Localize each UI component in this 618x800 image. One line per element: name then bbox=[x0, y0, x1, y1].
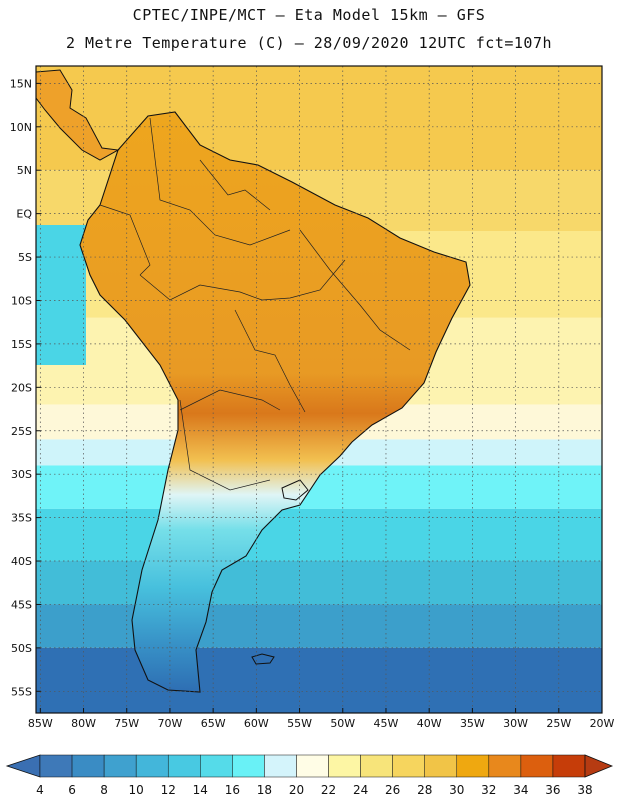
lat-tick-label: 5N bbox=[17, 164, 32, 177]
lat-tick-label: 15N bbox=[10, 77, 32, 90]
colorbar-label: 10 bbox=[129, 783, 144, 797]
lon-tick-label: 80W bbox=[71, 717, 96, 730]
colorbar-swatch-7 bbox=[264, 754, 297, 778]
colorbar-label: 28 bbox=[417, 783, 432, 797]
lat-tick-label: 20S bbox=[11, 381, 32, 394]
central-america-landmass bbox=[36, 69, 120, 161]
lat-tick-label: 35S bbox=[11, 512, 32, 525]
lon-tick-label: 25W bbox=[546, 717, 571, 730]
lon-tick-label: 20W bbox=[590, 717, 615, 730]
colorbar-label: 4 bbox=[36, 783, 44, 797]
colorbar-label: 6 bbox=[68, 783, 76, 797]
lat-tick-label: 30S bbox=[11, 468, 32, 481]
lat-lon-gridlines bbox=[36, 66, 603, 713]
map-plot-area bbox=[36, 66, 602, 713]
lon-tick-label: 35W bbox=[460, 717, 485, 730]
colorbar-swatch-13 bbox=[456, 754, 490, 778]
colorbar-label: 16 bbox=[225, 783, 240, 797]
lat-tick-label: EQ bbox=[16, 208, 32, 221]
lagoa-dos-patos-outline bbox=[281, 479, 309, 501]
lon-tick-label: 65W bbox=[201, 717, 226, 730]
map-title: CPTEC/INPE/MCT – Eta Model 15km – GFS bbox=[132, 6, 486, 24]
lat-tick-label: 10S bbox=[11, 294, 32, 307]
lat-tick-label: 55S bbox=[11, 685, 32, 698]
latitude-tick-labels: 15N 10N 5N EQ 5S 10S 15S 20S 25S 30S 35S 40S 45S 50S 5… bbox=[10, 77, 33, 698]
colorbar-swatch-12 bbox=[424, 754, 458, 778]
colorbar-label: 26 bbox=[385, 783, 400, 797]
pacific-cool-tongue bbox=[36, 225, 86, 365]
colorbar-low-arrow bbox=[5, 754, 41, 778]
colorbar-swatch-8 bbox=[296, 754, 329, 778]
lon-tick-label: 75W bbox=[114, 717, 139, 730]
ocean-band-9 bbox=[36, 604, 602, 648]
colorbar-swatch-9 bbox=[328, 754, 361, 778]
colorbar-swatch-5 bbox=[200, 754, 233, 778]
colorbar-swatch-16 bbox=[552, 754, 586, 778]
colorbar-swatch-14 bbox=[488, 754, 522, 778]
colorbar-swatch-4 bbox=[167, 754, 201, 778]
colorbar-label: 36 bbox=[545, 783, 560, 797]
lon-tick-label: 70W bbox=[158, 717, 183, 730]
lat-tick-label: 15S bbox=[11, 338, 32, 351]
lon-tick-label: 45W bbox=[374, 717, 399, 730]
lon-tick-label: 55W bbox=[287, 717, 312, 730]
ocean-band-10 bbox=[36, 647, 602, 713]
lon-tick-label: 40W bbox=[417, 717, 442, 730]
longitude-tick-labels: 85W 80W 75W 70W 65W 60W 55W 50W 45W 40W 35W 30W 25W 2… bbox=[28, 717, 615, 730]
colorbar-high-arrow bbox=[584, 754, 614, 778]
colorbar-label: 24 bbox=[353, 783, 368, 797]
colorbar-label: 18 bbox=[257, 783, 272, 797]
colorbar-label: 38 bbox=[577, 783, 592, 797]
lat-tick-label: 45S bbox=[11, 598, 32, 611]
lon-tick-label: 50W bbox=[330, 717, 355, 730]
colorbar-swatch-11 bbox=[392, 754, 425, 778]
lon-tick-label: 60W bbox=[244, 717, 269, 730]
colorbar-label: 14 bbox=[193, 783, 208, 797]
lat-tick-label: 25S bbox=[11, 425, 32, 438]
colorbar-swatch-2 bbox=[103, 754, 137, 778]
colorbar-label: 34 bbox=[513, 783, 528, 797]
colorbar-swatch-1 bbox=[71, 754, 105, 778]
lat-tick-label: 50S bbox=[11, 642, 32, 655]
colorbar-label: 8 bbox=[100, 783, 108, 797]
lat-tick-label: 5S bbox=[18, 251, 32, 264]
colorbar-swatch-3 bbox=[135, 754, 169, 778]
lat-tick-label: 10N bbox=[10, 121, 32, 134]
south-america-landmass bbox=[79, 111, 471, 693]
lon-tick-label: 30W bbox=[503, 717, 528, 730]
colorbar-label: 20 bbox=[289, 783, 304, 797]
lat-tick-label: 40S bbox=[11, 555, 32, 568]
colorbar-swatch-15 bbox=[520, 754, 554, 778]
colorbar-swatch-6 bbox=[232, 754, 265, 778]
ocean-band-8 bbox=[36, 561, 602, 605]
colorbar-label: 32 bbox=[481, 783, 496, 797]
colorbar-label: 22 bbox=[321, 783, 336, 797]
temperature-colorbar: 4 6 8 10 12 14 16 18 20 22 24 26 28 30 32 34 36 38 bbox=[5, 754, 614, 797]
ocean-band-7 bbox=[36, 508, 602, 562]
map-frame bbox=[35, 65, 603, 714]
falkland-islands bbox=[251, 653, 275, 665]
map-subtitle: 2 Metre Temperature (C) – 28/09/2020 12U… bbox=[65, 34, 553, 52]
colorbar-label: 30 bbox=[449, 783, 464, 797]
colorbar-swatch-10 bbox=[360, 754, 393, 778]
lon-tick-label: 85W bbox=[28, 717, 53, 730]
colorbar-label: 12 bbox=[161, 783, 176, 797]
colorbar-swatch-0 bbox=[39, 754, 73, 778]
